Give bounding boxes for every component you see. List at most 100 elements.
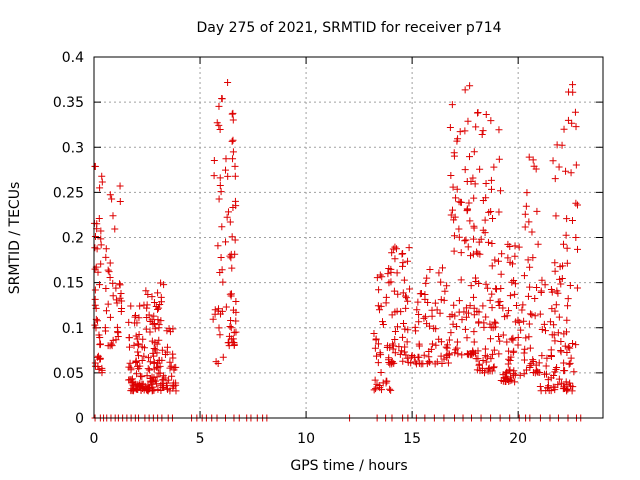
data-point [488,304,496,312]
data-point [228,264,236,272]
data-point [98,178,106,186]
data-point [414,298,422,306]
data-point [563,348,571,356]
data-point [475,360,483,368]
data-point [453,344,461,352]
data-point [526,344,534,352]
data-point [165,376,173,384]
data-point [498,250,506,258]
data-point [489,350,497,358]
data-point [552,212,560,220]
data-point [145,384,153,392]
data-point [133,370,141,378]
data-point [388,249,396,257]
data-point [222,166,230,174]
data-point [529,254,537,262]
x-tick-label: 20 [509,431,527,447]
data-point [461,86,469,94]
data-point [524,292,532,300]
data-point [531,294,539,302]
data-point [113,299,121,307]
data-point [457,276,465,284]
data-point [217,188,225,196]
data-point [525,153,533,161]
data-point [557,337,565,345]
data-point [133,319,141,327]
data-point [155,336,163,344]
data-point [488,262,496,270]
data-point [108,195,116,203]
data-point [495,126,503,134]
data-point [166,364,174,372]
data-point [222,155,230,163]
data-point [104,300,112,308]
data-point [433,306,441,314]
data-point [125,363,133,371]
data-point [389,340,397,348]
data-point [125,334,133,342]
data-point [487,117,495,125]
data-point [466,82,474,90]
data-point [230,341,238,349]
data-point [232,317,240,325]
data-point [382,377,390,385]
data-point [491,318,499,326]
data-point [146,358,154,366]
data-point [563,244,571,252]
data-point [428,340,436,348]
data-point [509,348,517,356]
data-point [521,223,529,231]
data-point [153,380,161,388]
data-point [484,238,492,246]
data-point [134,362,142,370]
data-point [150,352,158,360]
data-point [473,248,481,256]
data-point [413,306,421,314]
data-point [141,382,149,390]
data-point [569,81,577,89]
data-point [430,324,438,332]
data-point [161,374,169,382]
data-point [495,155,503,163]
plot-frame [93,56,604,419]
data-point [117,289,125,297]
data-point [153,349,161,357]
data-point [566,281,574,289]
data-point [94,362,102,370]
data-point [470,148,478,156]
data-point [402,351,410,359]
data-point [511,378,519,386]
data-point [461,237,469,245]
data-point [568,387,576,395]
data-point [387,386,395,394]
data-point [229,116,237,124]
data-point [482,111,490,119]
data-point [565,88,573,96]
data-point [470,194,478,202]
data-point [401,348,409,356]
data-point [375,286,383,294]
data-point [382,299,390,307]
data-point [432,341,440,349]
data-point [560,125,568,133]
data-point [212,358,220,366]
data-point [452,194,460,202]
data-point [547,346,555,354]
data-point [140,352,148,360]
data-point [378,386,386,394]
data-point [556,275,564,283]
data-point [536,368,544,376]
data-point [375,306,383,314]
data-point [441,287,449,295]
data-point [561,385,569,393]
data-point [216,269,224,277]
data-point [170,366,178,374]
data-point [415,311,423,319]
data-point [503,368,511,376]
data-point [514,316,522,324]
data-point [215,324,223,332]
data-point [563,316,571,324]
data-point [542,387,550,395]
data-point [488,240,496,248]
